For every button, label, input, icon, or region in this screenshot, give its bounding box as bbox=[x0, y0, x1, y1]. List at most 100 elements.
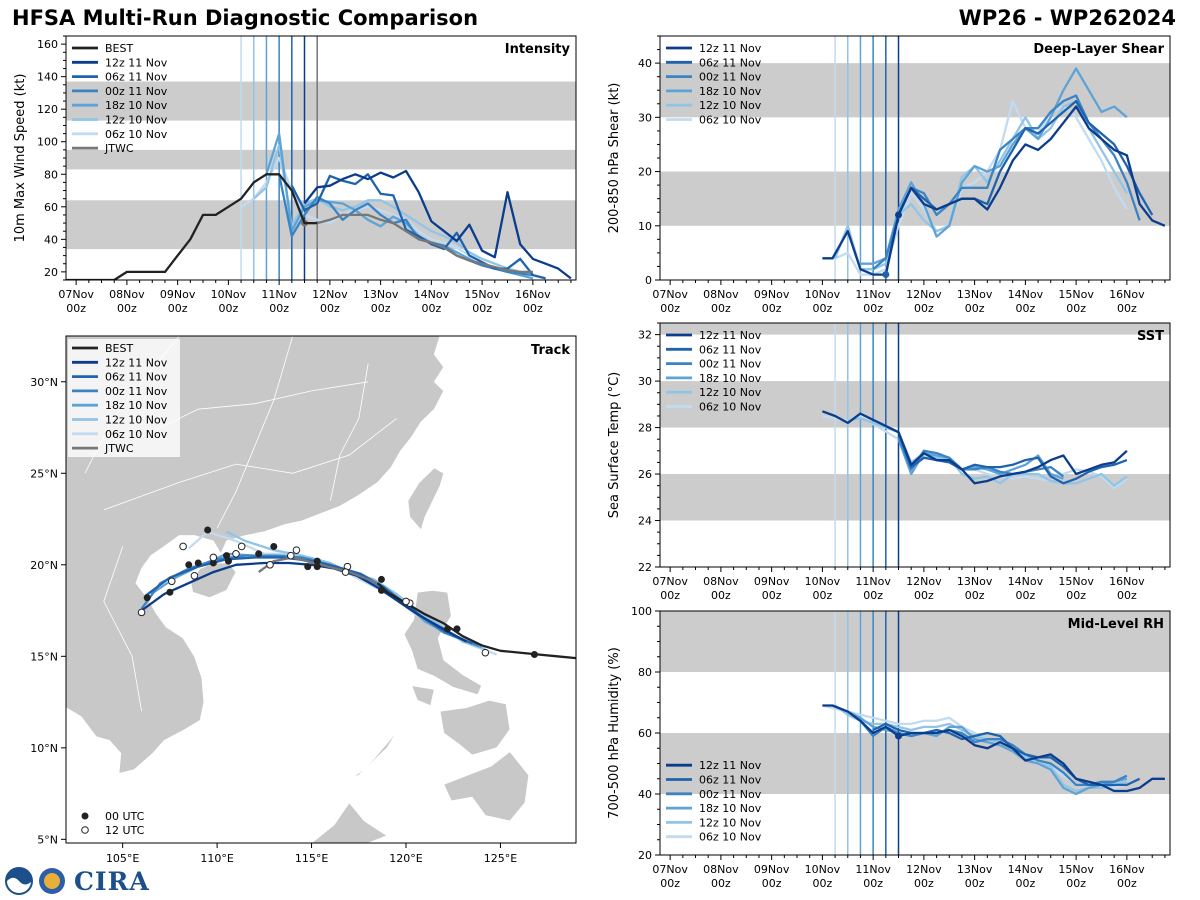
legend-label-06z-11-nov: 06z 11 Nov bbox=[105, 371, 168, 384]
series-line-06z-11-nov bbox=[884, 99, 1154, 275]
track-point-00utc bbox=[209, 559, 217, 567]
boundary-line bbox=[216, 336, 294, 529]
x-tick-label: 10Nov bbox=[211, 288, 247, 301]
legend-label-18z-10-nov: 18z 10 Nov bbox=[699, 372, 762, 385]
legend-label-12z-11-nov: 12z 11 Nov bbox=[105, 56, 168, 69]
x-tick-label: 07Nov bbox=[652, 575, 688, 588]
x-tick-label: 09Nov bbox=[754, 863, 790, 876]
y-tick-label: 30 bbox=[638, 111, 652, 124]
x-tick-label: 00z bbox=[1066, 302, 1086, 315]
legend-label-12z-10-nov: 12z 10 Nov bbox=[699, 386, 762, 399]
init-marker-06z-11-nov bbox=[882, 271, 890, 279]
x-tick-label: 00z bbox=[914, 589, 934, 602]
legend-label-06z-11-nov: 06z 11 Nov bbox=[699, 56, 762, 69]
y-tick-label: 160 bbox=[37, 38, 58, 51]
axes-frame bbox=[659, 322, 1171, 568]
track-point-00utc bbox=[204, 526, 212, 534]
panel-rh: 07Nov00z08Nov00z09Nov00z10Nov00z11Nov00z… bbox=[607, 605, 1171, 890]
legend-label-00z-11-nov: 00z 11 Nov bbox=[105, 385, 168, 398]
series-line-12z-10-nov bbox=[847, 417, 1128, 487]
track-point-12utc bbox=[167, 577, 176, 586]
series-line-jtwc bbox=[304, 213, 533, 274]
y-tick-label: 40 bbox=[638, 57, 652, 70]
track-point-12utc bbox=[190, 571, 199, 580]
x-tick-label: 00z bbox=[914, 302, 934, 315]
boundary-line bbox=[330, 363, 369, 501]
x-tick-label: 09Nov bbox=[754, 288, 790, 301]
track-point-12utc bbox=[481, 648, 490, 657]
x-tick-label: 07Nov bbox=[58, 288, 94, 301]
track-point-12utc bbox=[232, 550, 240, 558]
x-tick-label: 10Nov bbox=[805, 288, 841, 301]
y-tick-label: 140 bbox=[37, 71, 58, 84]
x-tick-label: 12Nov bbox=[312, 288, 348, 301]
series-line-12z-11-nov bbox=[822, 105, 1166, 276]
x-tick-label: 14Nov bbox=[1008, 575, 1044, 588]
y-tick-label: 80 bbox=[638, 666, 652, 679]
track-point-12utc bbox=[137, 608, 146, 617]
panel-title: SST bbox=[1137, 329, 1164, 344]
band-2 bbox=[66, 81, 576, 121]
series-group bbox=[822, 410, 1128, 490]
track-point-12utc bbox=[237, 542, 246, 551]
y-tick-label: 40 bbox=[44, 233, 58, 246]
x-tick-label: 08Nov bbox=[109, 288, 145, 301]
x-tick-label: 15Nov bbox=[1058, 863, 1094, 876]
series-line-12z-11-nov bbox=[822, 410, 1128, 485]
x-tick-label: 00z bbox=[117, 302, 137, 315]
y-tick-label: 22 bbox=[638, 561, 652, 574]
x-tick-label: 00z bbox=[762, 589, 782, 602]
x-tick-label: 00z bbox=[1015, 589, 1035, 602]
x-tick-label: 115°E bbox=[295, 852, 328, 865]
legend-label-12z-11-nov: 12z 11 Nov bbox=[699, 42, 762, 55]
panel-title: Track bbox=[531, 343, 570, 358]
legend-label-18z-10-nov: 18z 10 Nov bbox=[105, 99, 168, 112]
legend-label-06z-11-nov: 06z 11 Nov bbox=[699, 343, 762, 356]
track-point-00utc bbox=[377, 586, 385, 594]
legend-label-00z-11-nov: 00z 11 Nov bbox=[699, 788, 762, 801]
series-group bbox=[66, 132, 572, 280]
x-tick-label: 14Nov bbox=[414, 288, 450, 301]
y-tick-label: 15°N bbox=[30, 650, 58, 663]
y-tick-label: 25°N bbox=[30, 467, 58, 480]
x-tick-label: 00z bbox=[472, 302, 492, 315]
track-point-00utc bbox=[304, 563, 312, 571]
band-1 bbox=[660, 381, 1170, 428]
legend-label-12z-10-nov: 12z 10 Nov bbox=[105, 114, 168, 127]
x-tick-label: 16Nov bbox=[1109, 863, 1145, 876]
x-tick-label: 00z bbox=[660, 589, 680, 602]
x-tick-label: 00z bbox=[371, 302, 391, 315]
x-tick-label: 00z bbox=[863, 589, 883, 602]
legend-label-12z-11-nov: 12z 11 Nov bbox=[105, 356, 168, 369]
x-tick-label: 00z bbox=[965, 877, 985, 890]
track-point-12utc bbox=[209, 553, 218, 562]
x-tick-label: 00z bbox=[711, 877, 731, 890]
cira-logo-text: CIRA bbox=[74, 866, 150, 896]
x-tick-label: 00z bbox=[1066, 877, 1086, 890]
panel-title: Intensity bbox=[505, 42, 571, 57]
x-tick-label: 00z bbox=[863, 302, 883, 315]
x-tick-label: 08Nov bbox=[703, 575, 739, 588]
track-point-12utc bbox=[402, 597, 410, 606]
x-tick-label: 00z bbox=[168, 302, 188, 315]
x-tick-label: 11Nov bbox=[261, 288, 297, 301]
legend-label-06z-10-nov: 06z 10 Nov bbox=[699, 114, 762, 127]
track-point-00utc bbox=[444, 625, 452, 633]
x-tick-label: 00z bbox=[66, 302, 86, 315]
track-point-00utc bbox=[194, 559, 202, 567]
legend-bg bbox=[68, 339, 180, 457]
y-tick-label: 100 bbox=[37, 136, 58, 149]
track-point-00utc bbox=[166, 588, 174, 596]
track-point-12utc bbox=[286, 551, 295, 560]
y-axis-label: 10m Max Wind Speed (kt) bbox=[13, 74, 28, 243]
noaa-logo-icon bbox=[5, 867, 65, 895]
boundary-line bbox=[103, 418, 397, 511]
legend-label-00z-11-nov: 00z 11 Nov bbox=[105, 85, 168, 98]
track-point-00utc bbox=[377, 575, 385, 583]
y-tick-label: 20°N bbox=[30, 559, 58, 572]
band-2 bbox=[660, 323, 1170, 335]
